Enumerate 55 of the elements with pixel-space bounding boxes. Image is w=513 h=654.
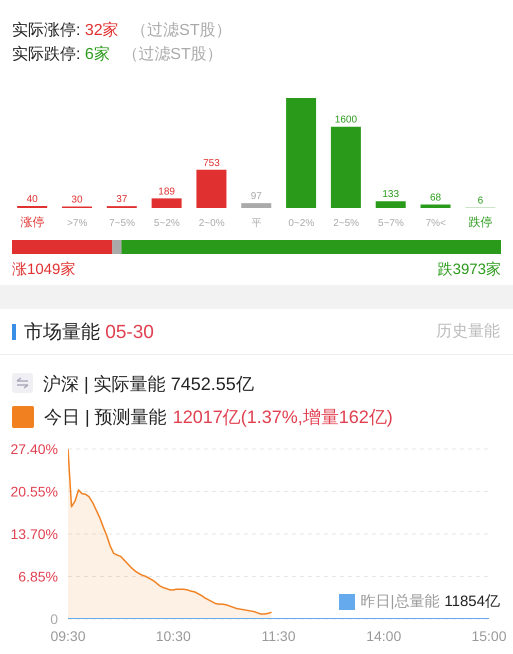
data-label: 133: [382, 189, 400, 200]
legend-label: 昨日|总量能: [360, 592, 440, 611]
text: 历史量能: [436, 322, 500, 342]
data-label: 97: [250, 191, 262, 202]
y-tick-label: 27.40%: [10, 441, 58, 457]
x-tick-label: 14:00: [366, 628, 402, 644]
data-label: 753: [203, 158, 220, 169]
x-tick-label: 2~5%: [333, 218, 360, 229]
x-tick-label: 5~2%: [154, 218, 180, 229]
text: 实际涨停:: [12, 22, 80, 39]
chart-subtitle: 05-30: [105, 322, 154, 343]
y-tick-label: 20.55%: [10, 484, 58, 500]
y-tick-label: 13.70%: [10, 526, 58, 542]
data-label: 30: [71, 194, 83, 206]
x-tick-label: 涨停: [20, 215, 44, 229]
text: 12017亿(1.37%,增量162亿): [172, 406, 393, 429]
bar: [376, 201, 406, 208]
text: 涨1049家: [12, 260, 76, 279]
text: 6家: [84, 46, 110, 63]
bar: [241, 203, 272, 208]
text: （过滤ST股）: [122, 46, 223, 63]
x-tick-label: 7%<: [426, 218, 446, 229]
data-label: 37: [116, 194, 128, 206]
data-label: 189: [158, 186, 176, 198]
legend-label: 今日 | 预测量能: [44, 406, 167, 429]
text: （过滤ST股）: [131, 22, 232, 39]
x-tick-label: 10:30: [156, 628, 191, 644]
bar: [286, 98, 316, 208]
x-tick-label: 11:30: [262, 628, 296, 644]
data-label: 68: [430, 192, 442, 204]
annotation: 11854亿: [444, 592, 500, 611]
x-tick-label: 跌停: [468, 215, 493, 229]
data-label: 40: [26, 194, 38, 205]
x-tick-label: 09:30: [50, 628, 86, 644]
x-tick-label: 2~0%: [198, 218, 225, 229]
bar: [420, 204, 451, 208]
bar: [152, 198, 182, 208]
y-tick-label: 6.85%: [18, 568, 58, 584]
bar: [330, 126, 361, 208]
y-tick-label: 0: [50, 611, 58, 627]
text: 沪深 | 实际量能: [43, 374, 166, 394]
text: 32家: [84, 22, 119, 39]
x-tick-label: 5~7%: [378, 218, 404, 229]
bar: [196, 170, 226, 208]
x-tick-label: 7~5%: [109, 218, 136, 229]
x-tick-label: >7%: [67, 218, 88, 229]
data-label: 6: [478, 196, 484, 207]
text: 实际跌停:: [12, 46, 80, 63]
data-label: 1600: [334, 114, 358, 126]
chart-title: 市场量能: [24, 322, 100, 343]
x-tick-label: 0~2%: [288, 218, 314, 229]
text: 跌3973家: [438, 260, 501, 279]
x-tick-label: 15:00: [471, 628, 507, 644]
x-tick-label: 平: [252, 218, 262, 229]
text: 7452.55亿: [170, 374, 254, 394]
